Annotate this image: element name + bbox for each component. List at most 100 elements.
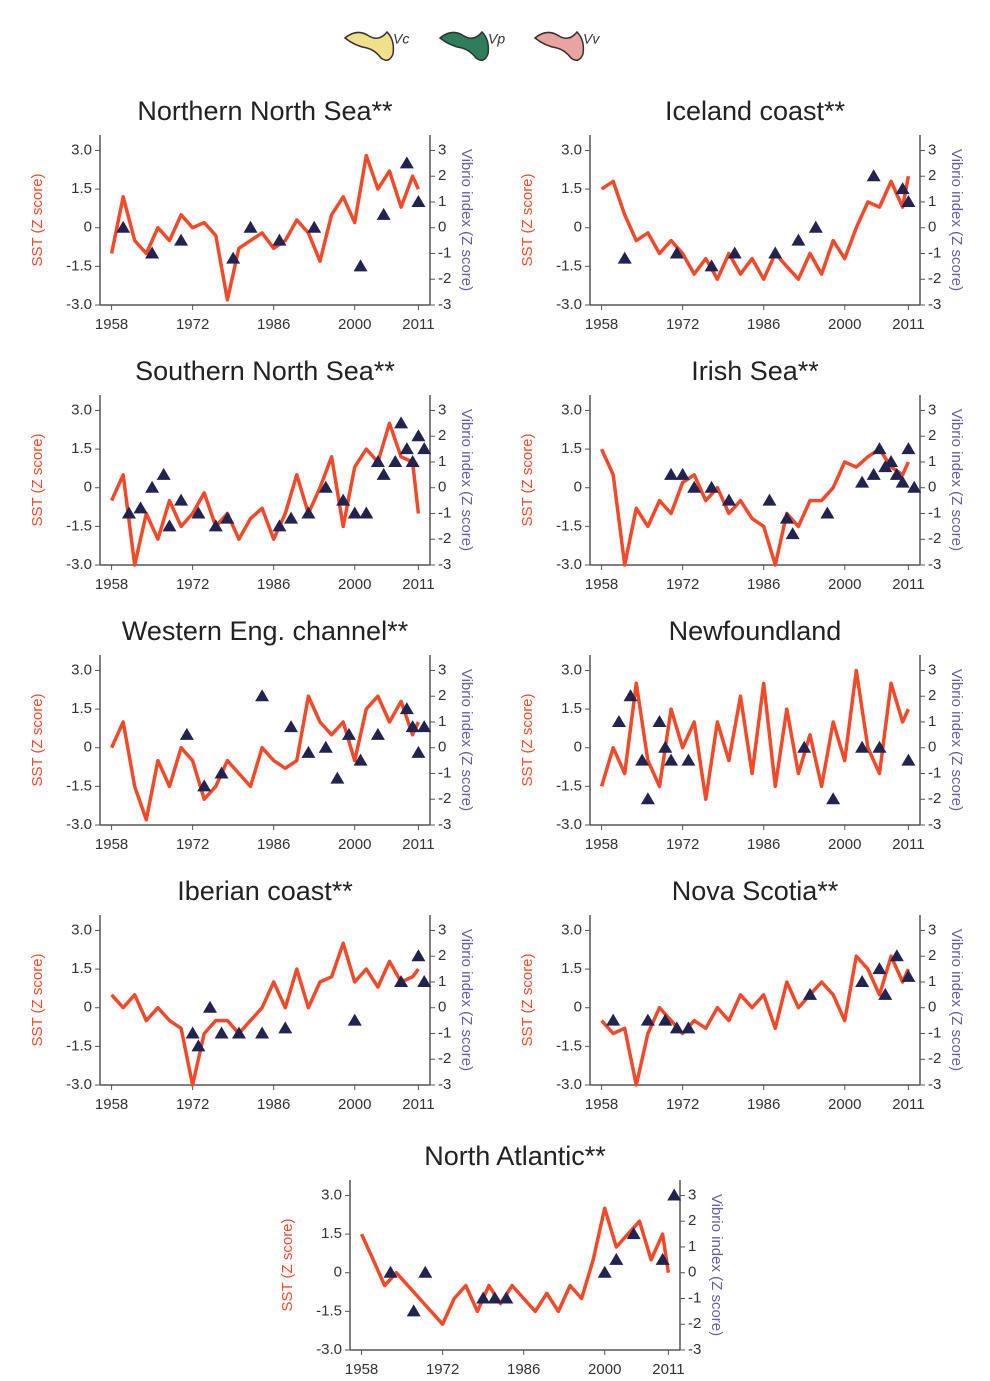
y2-tick-label: -2: [438, 270, 451, 287]
vibrio-marker: [866, 169, 881, 182]
y2-axis-label: Vibrio index (Z score): [708, 1194, 725, 1336]
y-tick-label: 1.5: [71, 960, 92, 977]
panel-title: Irish Sea**: [691, 356, 819, 386]
vibrio-marker: [417, 720, 432, 733]
panel-title: Iceland coast**: [665, 96, 846, 126]
vibrio-marker: [417, 442, 432, 455]
y2-tick-label: -1: [438, 1024, 451, 1041]
vibrio-marker: [884, 454, 899, 467]
legend-icon: [533, 30, 585, 61]
vibrio-marker: [272, 519, 287, 532]
vibrio-marker: [318, 740, 333, 753]
x-tick-label: 1958: [585, 836, 618, 853]
y2-tick-label: 3: [688, 1186, 696, 1203]
x-tick-label: 1972: [666, 836, 699, 853]
sst-line: [600, 447, 910, 567]
y2-tick-label: 3: [928, 141, 936, 158]
vibrio-marker: [681, 1021, 696, 1034]
vibrio-marker: [655, 1252, 670, 1265]
sst-line: [600, 954, 910, 1087]
y2-tick-label: -3: [928, 816, 941, 833]
y-axis-label: SST (Z score): [519, 433, 536, 526]
y2-tick-label: 0: [438, 999, 446, 1016]
y-tick-label: -1.5: [66, 257, 92, 274]
x-tick-label: 2000: [338, 576, 371, 593]
vibrio-marker: [116, 220, 131, 233]
vibrio-marker: [203, 1000, 217, 1013]
vibrio-marker: [681, 753, 696, 766]
x-tick-label: 2011: [892, 576, 924, 593]
vibrio-marker: [214, 1026, 229, 1039]
vibrio-marker: [664, 467, 679, 480]
vibrio-marker: [307, 220, 322, 233]
y-tick-label: -1.5: [66, 777, 92, 794]
vibrio-marker: [704, 259, 719, 272]
y-tick-label: 1.5: [561, 960, 582, 977]
legend-label: Vv: [583, 31, 600, 47]
x-tick-label: 1972: [176, 576, 209, 593]
panel: Iberian coast** 3.0 1.5 0 -1.5 -3.0 3 2 1 0 -1 -2 -3…: [29, 876, 475, 1113]
y-tick-label: 1.5: [561, 180, 582, 197]
vibrio-marker: [284, 720, 299, 733]
vibrio-marker: [405, 720, 420, 733]
vibrio-marker: [866, 467, 881, 480]
y-tick-label: -3.0: [66, 816, 92, 833]
panel-title: Western Eng. channel**: [122, 616, 409, 646]
vibrio-marker: [704, 480, 719, 493]
vibrio-marker: [889, 467, 904, 480]
vibrio-marker: [611, 714, 626, 727]
y2-tick-label: 1: [928, 453, 936, 470]
vibrio-marker: [174, 493, 189, 506]
vibrio-marker: [383, 1265, 398, 1278]
vibrio-marker: [231, 1026, 246, 1039]
vibrio-marker: [399, 442, 414, 455]
y-tick-label: -1.5: [556, 517, 582, 534]
vibrio-marker: [664, 753, 679, 766]
y2-tick-label: 0: [928, 219, 936, 236]
y2-tick-label: -3: [438, 816, 451, 833]
panel: Nova Scotia** 3.0 1.5 0 -1.5 -3.0 3 2 1 0 -1 -2 -3 19…: [519, 876, 965, 1113]
y2-tick-label: -3: [438, 296, 451, 313]
y-tick-label: 0: [84, 479, 92, 496]
sst-line: [110, 421, 421, 567]
vibrio-marker: [370, 454, 385, 467]
x-tick-label: 1958: [95, 576, 128, 593]
vibrio-marker: [347, 506, 362, 519]
y2-tick-label: 2: [438, 167, 446, 184]
vibrio-marker: [606, 1013, 621, 1026]
legend-label: Vp: [488, 31, 505, 47]
x-tick-label: 2000: [338, 316, 371, 333]
vibrio-marker: [499, 1291, 514, 1304]
y-tick-label: 0: [84, 219, 92, 236]
y-tick-label: -3.0: [66, 1076, 92, 1093]
vibrio-marker: [895, 475, 910, 488]
vibrio-marker: [669, 246, 684, 259]
y2-tick-label: -3: [928, 556, 941, 573]
y2-axis-label: Vibrio index (Z score): [948, 669, 965, 811]
y2-axis-label: Vibrio index (Z score): [458, 669, 475, 811]
y2-tick-label: 1: [928, 193, 936, 210]
x-tick-label: 2011: [402, 836, 434, 853]
vibrio-marker: [133, 501, 148, 514]
vibrio-marker: [762, 493, 777, 506]
vibrio-marker: [872, 740, 887, 753]
y-tick-label: 1.5: [321, 1225, 342, 1242]
x-tick-label: 2011: [402, 576, 434, 593]
x-tick-label: 1986: [747, 836, 780, 853]
y-tick-label: 0: [334, 1264, 342, 1281]
vibrio-marker: [191, 506, 206, 519]
vibrio-marker: [785, 527, 800, 540]
y-tick-label: 1.5: [71, 180, 92, 197]
vibrio-marker: [376, 467, 391, 480]
y2-tick-label: 1: [438, 713, 446, 730]
y2-tick-label: 0: [438, 739, 446, 756]
y2-axis-label: Vibrio index (Z score): [458, 149, 475, 291]
y-tick-label: -1.5: [66, 517, 92, 534]
vibrio-marker: [359, 506, 374, 519]
y-tick-label: 3.0: [71, 401, 92, 418]
vibrio-marker: [878, 987, 893, 1000]
y-tick-label: 1.5: [561, 700, 582, 717]
y2-tick-label: 2: [438, 687, 446, 704]
sst-line: [600, 175, 911, 281]
x-tick-label: 1986: [257, 316, 290, 333]
